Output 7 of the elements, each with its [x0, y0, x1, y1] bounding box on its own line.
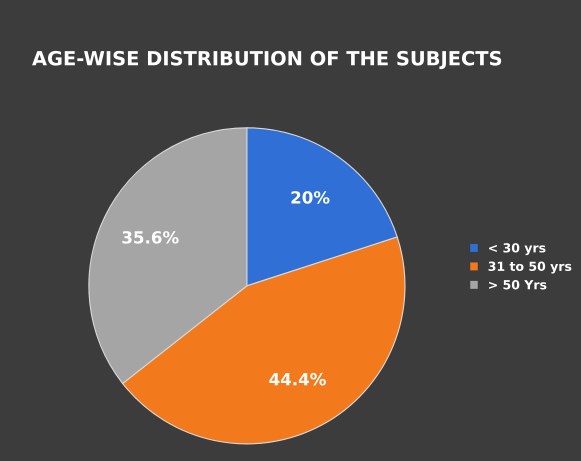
- legend-label: > 50 Yrs: [489, 280, 546, 290]
- legend-label: < 30 yrs: [489, 243, 546, 256]
- data-label: 20%: [291, 191, 330, 204]
- data-label: 44.4%: [269, 372, 326, 386]
- data-label: 35.6%: [122, 231, 179, 244]
- chart-title: AGE-WISE DISTRIBUTION OF THE SUBJECTS: [32, 50, 502, 70]
- legend-label: 31 to 50 yrs: [488, 262, 572, 274]
